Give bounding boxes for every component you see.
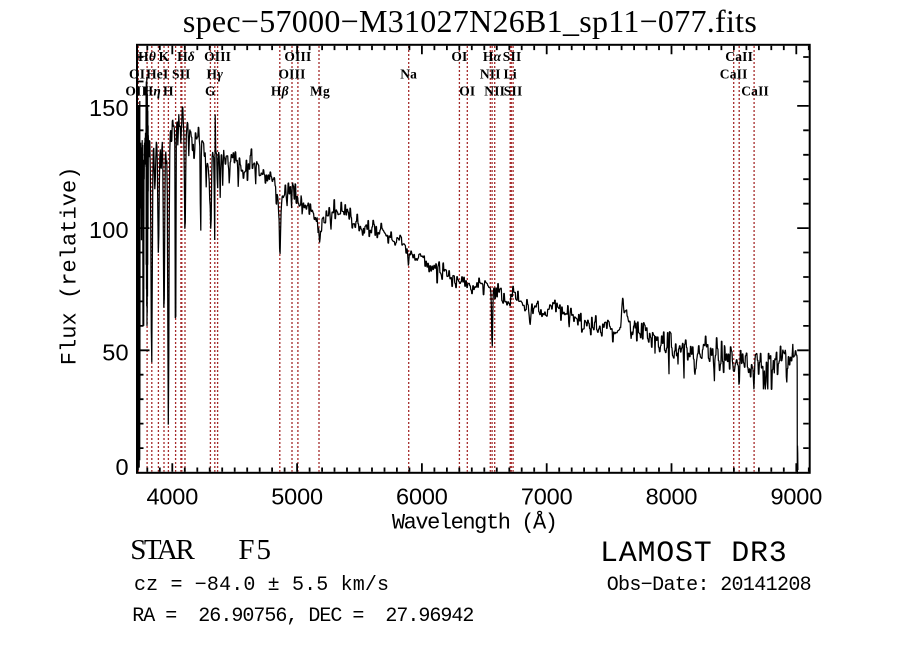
svg-text:7000: 7000 [521,484,573,510]
svg-text:STAR: STAR [130,534,195,566]
svg-text:SII: SII [504,84,523,99]
svg-text:OI: OI [459,84,475,99]
svg-text:OII: OII [125,84,147,99]
svg-text:HeI: HeI [146,67,168,82]
svg-text:CaII: CaII [741,84,769,99]
svg-text:Hθ: Hθ [138,49,156,64]
svg-text:Hα: Hα [483,49,502,64]
svg-text:OIII: OIII [278,67,305,82]
svg-text:NII: NII [480,67,501,82]
svg-text:5000: 5000 [271,484,323,510]
svg-text:Hδ: Hδ [177,49,195,64]
svg-text:OI: OI [451,49,467,64]
svg-text:CaII: CaII [725,49,753,64]
svg-text:SII: SII [503,49,522,64]
svg-text:OIII: OIII [284,49,311,64]
svg-text:G: G [205,84,216,99]
svg-text:6000: 6000 [396,484,448,510]
svg-text:Li: Li [504,67,517,82]
svg-text:150: 150 [89,95,129,121]
svg-text:LAMOST DR3: LAMOST DR3 [600,537,788,571]
svg-text:50: 50 [102,340,128,366]
svg-text:F5: F5 [238,534,273,566]
svg-text:Flux (relative): Flux (relative) [58,167,83,366]
svg-text:Hγ: Hγ [207,67,224,82]
svg-text:0: 0 [115,454,128,480]
svg-text:OI: OI [129,67,145,82]
svg-text:NII: NII [484,84,505,99]
svg-text:Mg: Mg [310,84,330,99]
svg-text:OIII: OIII [204,49,231,64]
svg-text:Obs−Date: 20141208: Obs−Date: 20141208 [607,574,811,597]
svg-text:SII: SII [172,67,191,82]
svg-text:4000: 4000 [146,484,198,510]
svg-text:RA = 26.90756, DEC = 27.9694: RA = 26.90756, DEC = 27.96942 [132,605,473,628]
svg-text:Hη: Hη [143,84,161,99]
svg-text:cz = −84.0 ± 5.5 km/s: cz = −84.0 ± 5.5 km/s [134,574,389,597]
svg-text:Hβ: Hβ [271,84,289,99]
svg-text:8000: 8000 [646,484,698,510]
svg-text:CaII: CaII [720,67,748,82]
svg-text:H: H [163,84,174,99]
svg-text:100: 100 [89,217,129,243]
svg-text:K: K [159,49,170,64]
svg-text:Wavelength (Å): Wavelength (Å) [392,510,557,536]
svg-text:spec−57000−M31027N26B1_sp11−07: spec−57000−M31027N26B1_sp11−077.fits [183,3,757,39]
svg-text:9000: 9000 [770,484,822,510]
svg-text:Na: Na [400,67,417,82]
